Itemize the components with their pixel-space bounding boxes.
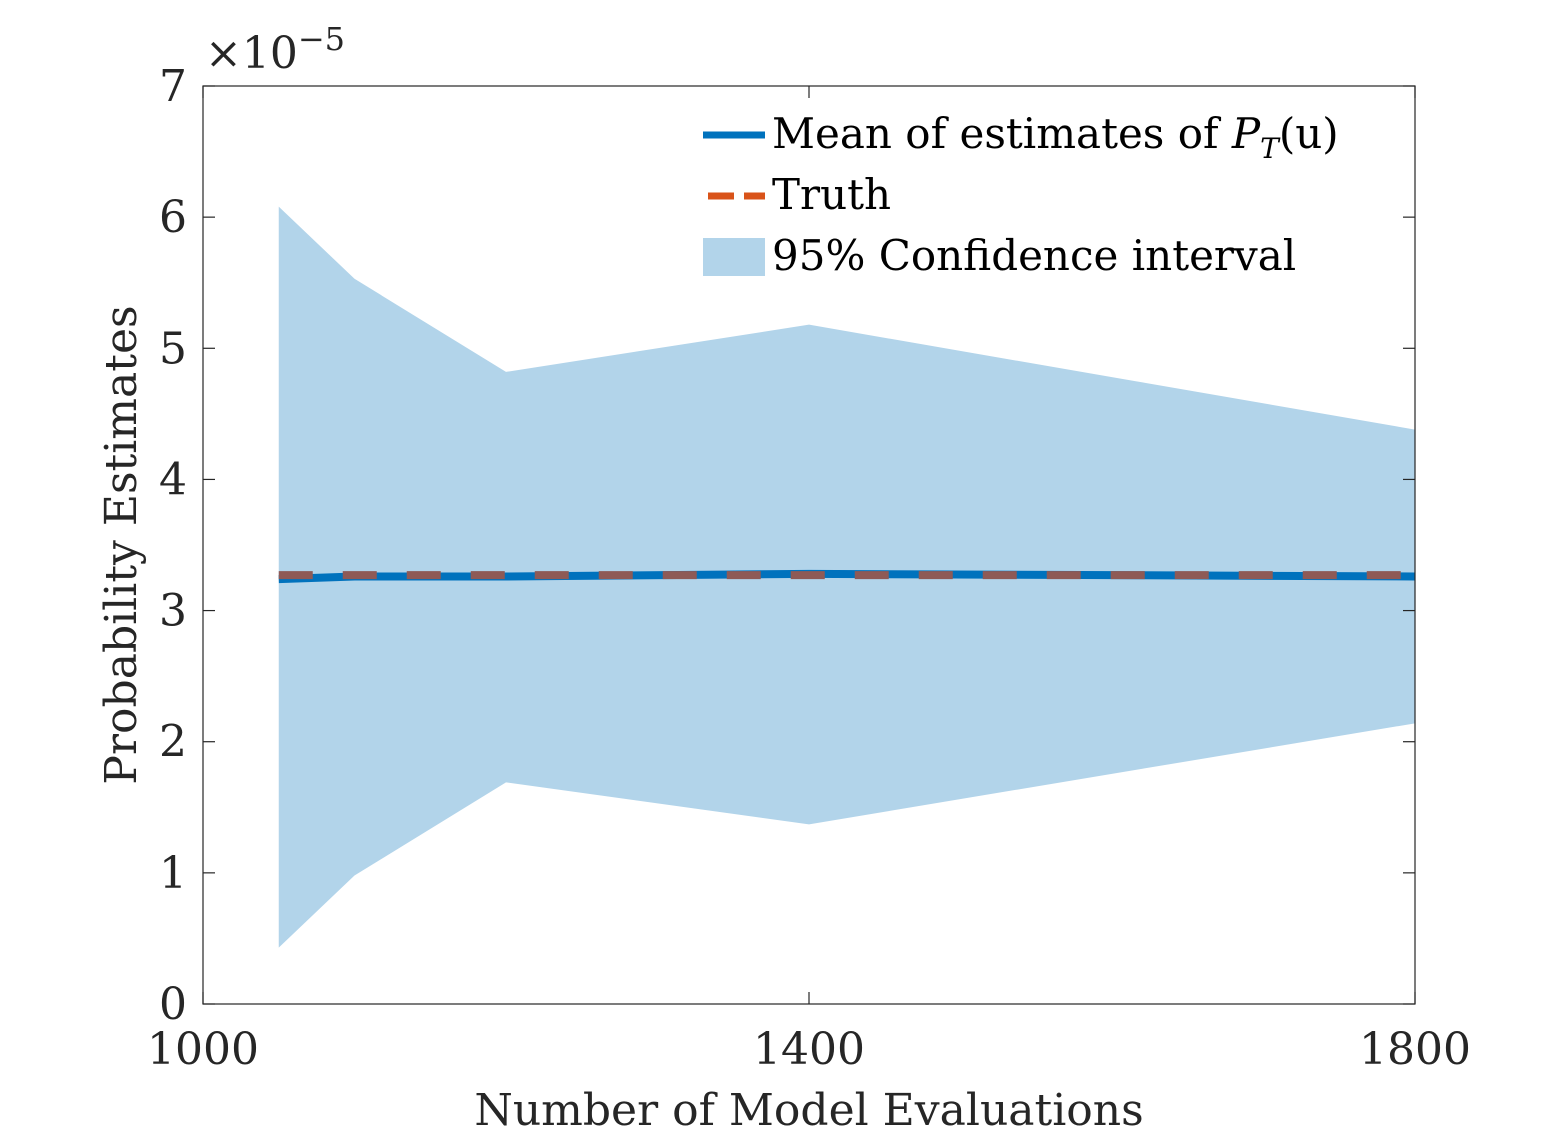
tick-layer: 0 1 2 3 4 5 6 7 1000 1400 1800 [147,61,1471,1075]
x-axis-title: Number of Model Evaluations [474,1085,1143,1136]
series-layer [278,569,1416,584]
legend-label-mean: Mean of estimates of PT(u) [772,109,1339,165]
y-tick-label: 1 [159,848,187,899]
y-exponent-label: ×10−5 [205,20,345,79]
legend-label-band: 95% Confidence interval [772,231,1296,280]
x-tick-label: 1400 [753,1024,865,1075]
x-tick-label: 1800 [1359,1024,1471,1075]
x-tick-label: 1000 [147,1024,259,1075]
legend-swatch-band [703,238,765,276]
y-tick-label: 2 [159,717,187,768]
y-axis-title: Probability Estimates [96,305,147,784]
y-tick-label: 0 [159,979,187,1030]
legend-label-truth: Truth [772,170,891,219]
y-tick-label: 7 [159,61,187,112]
y-tick-label: 3 [159,586,187,637]
y-tick-label: 4 [159,454,187,505]
legend: Mean of estimates of PT(u) Truth 95% Con… [703,109,1339,280]
y-exponent-power: −5 [298,20,345,58]
y-tick-label: 5 [159,323,187,374]
y-tick-label: 6 [159,192,187,243]
